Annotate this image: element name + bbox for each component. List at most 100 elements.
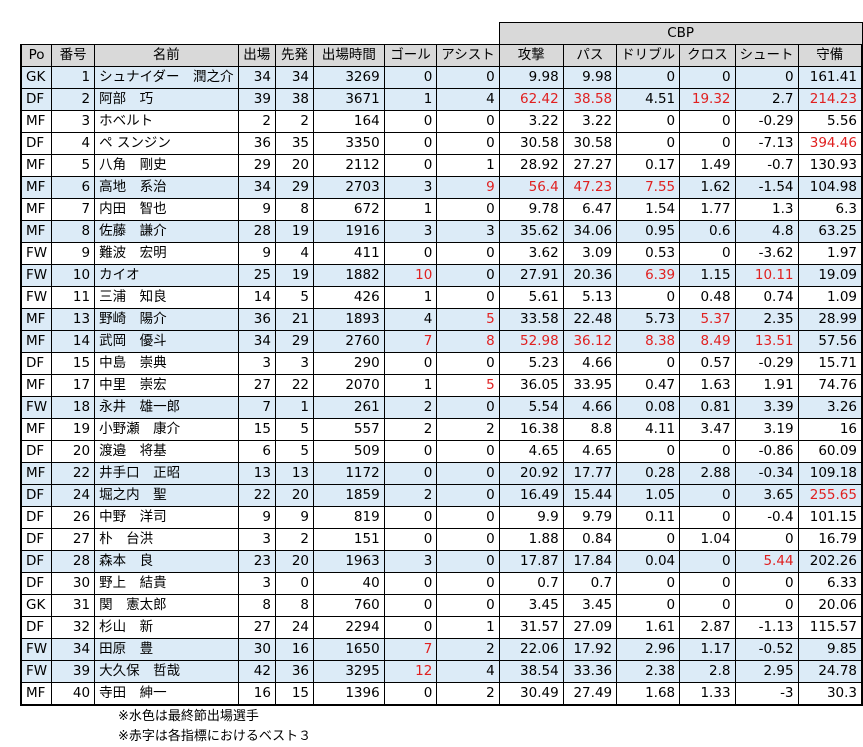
cell-cbp-pass: 0.84 <box>562 528 618 551</box>
cell-cbp-dribble: 0.47 <box>616 374 681 397</box>
cell-starts: 5 <box>274 440 315 463</box>
cell-cbp-dribble: 0 <box>616 572 681 595</box>
cell-assists: 0 <box>436 484 500 507</box>
player-stats-table: CBP Po 番号 名前 出場 先発 出場時間 ゴール アシスト 攻撃 パス ドリブル クロス シュート守… <box>20 22 863 706</box>
cell-cbp-dribble: 5.73 <box>616 308 681 331</box>
cell-assists: 5 <box>436 308 500 331</box>
cell-appearances: 36 <box>237 132 276 155</box>
cell-name: 阿部 巧 <box>94 88 239 111</box>
cell-starts: 20 <box>274 550 315 573</box>
table-row: FW 18 永井 雄一郎 7 1 261 2 0 5.54 4.66 0.08 0.81 3.39 3.2… <box>20 396 863 419</box>
cell-minutes: 3269 <box>313 66 385 89</box>
cell-minutes: 1172 <box>313 462 385 485</box>
cell-cbp-pass: 3.45 <box>562 594 618 617</box>
cell-name: 三浦 知良 <box>94 286 239 309</box>
cell-cbp-pass: 33.95 <box>562 374 618 397</box>
cell-name: 内田 智也 <box>94 198 239 221</box>
cell-cbp-shoot: 0 <box>734 594 799 617</box>
cell-appearances: 27 <box>237 616 276 639</box>
cell-position: MF <box>20 374 53 397</box>
cell-position: MF <box>20 682 53 706</box>
cell-number: 4 <box>51 132 96 155</box>
cell-cbp-attack: 9.98 <box>498 66 564 89</box>
cell-cbp-attack: 17.87 <box>498 550 564 573</box>
cell-appearances: 15 <box>237 418 276 441</box>
cell-cbp-pass: 4.65 <box>562 440 618 463</box>
column-header-cbp-defense: 守備 <box>797 44 863 67</box>
cell-position: DF <box>20 572 53 595</box>
cell-appearances: 34 <box>237 176 276 199</box>
cell-number: 1 <box>51 66 96 89</box>
notes: ※水色は最終節出場選手 ※赤字は各指標におけるベスト３ <box>118 707 311 747</box>
column-header-cbp-cross: クロス <box>679 44 736 67</box>
cell-minutes: 3350 <box>313 132 385 155</box>
cell-appearances: 3 <box>237 528 276 551</box>
cell-cbp-cross: 8.49 <box>679 330 736 353</box>
cell-appearances: 25 <box>237 264 276 287</box>
cell-cbp-defense: 57.56 <box>797 330 863 353</box>
cell-minutes: 1916 <box>313 220 385 243</box>
cell-name: 田原 豊 <box>94 638 239 661</box>
cbp-group-header: CBP <box>498 22 863 45</box>
cell-cbp-cross: 2.8 <box>679 660 736 683</box>
cell-position: DF <box>20 550 53 573</box>
table-row: GK 31 関 憲太郎 8 8 760 0 0 3.45 3.45 0 0 0 20.06 <box>20 594 863 617</box>
cell-cbp-shoot: -3 <box>734 682 799 706</box>
cell-number: 17 <box>51 374 96 397</box>
cell-minutes: 2703 <box>313 176 385 199</box>
cell-cbp-cross: 0 <box>679 594 736 617</box>
cell-cbp-pass: 9.98 <box>562 66 618 89</box>
column-header-cbp-pass: パス <box>562 44 618 67</box>
cell-starts: 5 <box>274 418 315 441</box>
cell-cbp-dribble: 0.04 <box>616 550 681 573</box>
cell-position: FW <box>20 638 53 661</box>
cell-goals: 0 <box>383 594 438 617</box>
cell-cbp-attack: 4.65 <box>498 440 564 463</box>
cell-appearances: 9 <box>237 506 276 529</box>
cell-assists: 0 <box>436 110 500 133</box>
cell-name: 野上 結貴 <box>94 572 239 595</box>
column-header-minutes: 出場時間 <box>313 44 385 67</box>
cell-cbp-shoot: 1.91 <box>734 374 799 397</box>
cell-cbp-pass: 27.27 <box>562 154 618 177</box>
cell-minutes: 426 <box>313 286 385 309</box>
cell-name: 渡邉 将基 <box>94 440 239 463</box>
cell-cbp-attack: 56.4 <box>498 176 564 199</box>
cell-cbp-defense: 214.23 <box>797 88 863 111</box>
table-row: MF 14 武岡 優斗 34 29 2760 7 8 52.98 36.12 8.38 8.49 13.… <box>20 330 863 353</box>
cell-cbp-cross: 0 <box>679 242 736 265</box>
cell-cbp-shoot: 1.3 <box>734 198 799 221</box>
cell-cbp-cross: 0 <box>679 572 736 595</box>
cell-goals: 0 <box>383 440 438 463</box>
cell-cbp-pass: 4.66 <box>562 352 618 375</box>
cell-cbp-defense: 74.76 <box>797 374 863 397</box>
cell-number: 8 <box>51 220 96 243</box>
cell-starts: 3 <box>274 352 315 375</box>
cell-cbp-pass: 17.77 <box>562 462 618 485</box>
cell-position: FW <box>20 660 53 683</box>
cell-cbp-pass: 15.44 <box>562 484 618 507</box>
cell-name: ホベルト <box>94 110 239 133</box>
cell-starts: 29 <box>274 176 315 199</box>
cell-name: 中里 崇宏 <box>94 374 239 397</box>
cell-cbp-defense: 60.09 <box>797 440 863 463</box>
cell-minutes: 672 <box>313 198 385 221</box>
cell-starts: 4 <box>274 242 315 265</box>
cell-appearances: 34 <box>237 66 276 89</box>
cell-cbp-cross: 1.33 <box>679 682 736 706</box>
cell-name: 中島 崇典 <box>94 352 239 375</box>
cell-name: 杉山 新 <box>94 616 239 639</box>
cell-minutes: 1882 <box>313 264 385 287</box>
cell-cbp-pass: 17.84 <box>562 550 618 573</box>
cell-starts: 24 <box>274 616 315 639</box>
cell-starts: 34 <box>274 66 315 89</box>
cell-assists: 8 <box>436 330 500 353</box>
cell-assists: 0 <box>436 528 500 551</box>
column-header-starts: 先発 <box>274 44 315 67</box>
cell-position: MF <box>20 154 53 177</box>
cell-name: 寺田 紳一 <box>94 682 239 706</box>
cell-appearances: 39 <box>237 88 276 111</box>
cell-assists: 1 <box>436 616 500 639</box>
cell-assists: 0 <box>436 550 500 573</box>
cell-number: 18 <box>51 396 96 419</box>
